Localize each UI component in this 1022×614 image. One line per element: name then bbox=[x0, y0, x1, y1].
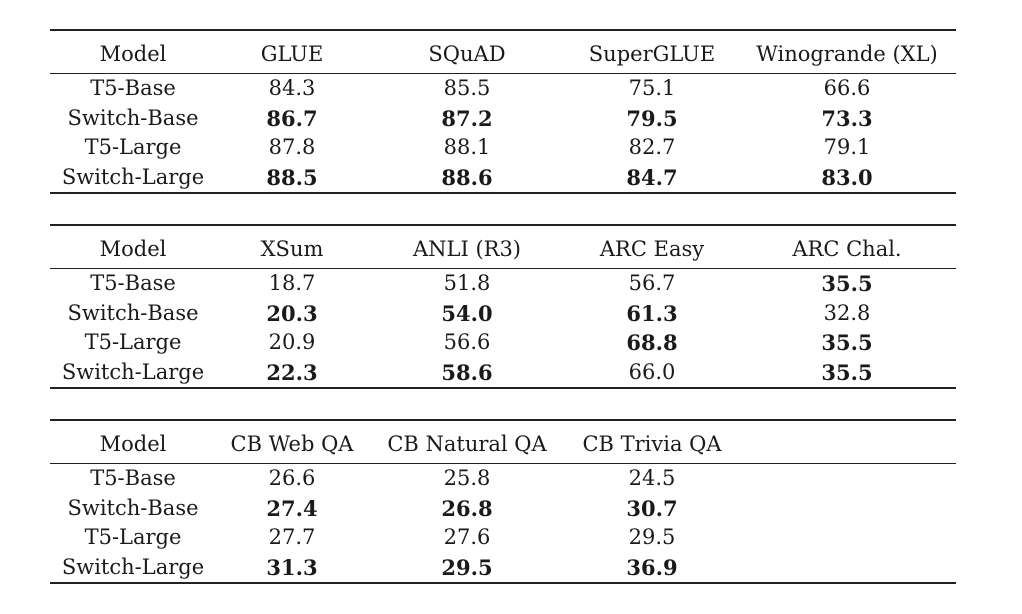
score-cell bbox=[738, 523, 956, 553]
score-cell: 85.5 bbox=[443, 76, 491, 100]
score-cell: 68.8 bbox=[626, 330, 678, 355]
table-row: Switch-Large 88.5 88.6 84.7 83.0 bbox=[50, 163, 956, 193]
model-name: Switch-Large bbox=[61, 554, 205, 579]
column-header: CB Web QA bbox=[230, 432, 354, 456]
model-name: T5-Base bbox=[90, 271, 176, 295]
header-row: Model XSum ANLI (R3) ARC Easy ARC Chal. bbox=[50, 225, 956, 269]
score-cell: 61.3 bbox=[626, 300, 678, 326]
score-cell: 79.1 bbox=[823, 135, 871, 159]
score-cell: 26.8 bbox=[441, 495, 493, 521]
table-row: Switch-Large 31.3 29.5 36.9 bbox=[50, 553, 956, 584]
results-tables: Model GLUE SQuAD SuperGLUE Winogrande (X… bbox=[50, 29, 956, 614]
table-row: T5-Large 27.7 27.6 29.5 bbox=[50, 523, 956, 553]
score-cell: 66.6 bbox=[823, 76, 871, 100]
score-cell: 35.5 bbox=[821, 330, 873, 355]
score-cell: 88.6 bbox=[441, 164, 493, 190]
column-header: ANLI (R3) bbox=[412, 237, 521, 261]
score-cell: 29.5 bbox=[628, 525, 676, 549]
score-cell: 31.3 bbox=[266, 554, 318, 580]
results-table-xsum: Model XSum ANLI (R3) ARC Easy ARC Chal. … bbox=[50, 224, 956, 389]
score-cell: 30.7 bbox=[626, 495, 678, 521]
column-header-model: Model bbox=[99, 237, 167, 261]
score-cell: 82.7 bbox=[628, 135, 676, 159]
model-name: T5-Base bbox=[90, 76, 176, 100]
score-cell: 58.6 bbox=[441, 359, 493, 385]
score-cell bbox=[738, 553, 956, 584]
score-cell: 56.6 bbox=[443, 330, 491, 354]
table-row: T5-Large 20.9 56.6 68.8 35.5 bbox=[50, 328, 956, 358]
table-row: Switch-Large 22.3 58.6 66.0 35.5 bbox=[50, 358, 956, 388]
header-row: Model GLUE SQuAD SuperGLUE Winogrande (X… bbox=[50, 30, 956, 74]
score-cell: 32.8 bbox=[823, 300, 871, 325]
column-header bbox=[738, 420, 956, 464]
score-cell bbox=[738, 464, 956, 494]
score-cell: 27.4 bbox=[266, 495, 318, 521]
table-row: Switch-Base 86.7 87.2 79.5 73.3 bbox=[50, 104, 956, 134]
model-name: T5-Base bbox=[90, 466, 176, 490]
model-name: T5-Large bbox=[84, 330, 182, 354]
model-name: Switch-Base bbox=[67, 300, 199, 325]
results-table-closed-book-qa: Model CB Web QA CB Natural QA CB Trivia … bbox=[50, 419, 956, 584]
model-name: Switch-Large bbox=[61, 164, 205, 189]
score-cell: 18.7 bbox=[268, 271, 316, 295]
score-cell: 83.0 bbox=[821, 164, 873, 190]
score-cell: 87.2 bbox=[441, 105, 493, 131]
column-header-model: Model bbox=[99, 432, 167, 456]
column-header: XSum bbox=[260, 237, 324, 261]
column-header: GLUE bbox=[260, 42, 324, 66]
score-cell: 26.6 bbox=[268, 466, 316, 490]
score-cell: 35.5 bbox=[821, 271, 873, 296]
score-cell bbox=[738, 494, 956, 524]
score-cell: 88.5 bbox=[266, 164, 318, 190]
score-cell: 22.3 bbox=[266, 359, 318, 385]
table-row: Switch-Base 20.3 54.0 61.3 32.8 bbox=[50, 299, 956, 329]
score-cell: 20.3 bbox=[266, 300, 318, 326]
score-cell: 27.7 bbox=[268, 525, 316, 549]
results-table-glue: Model GLUE SQuAD SuperGLUE Winogrande (X… bbox=[50, 29, 956, 194]
column-header: SuperGLUE bbox=[588, 42, 716, 66]
score-cell: 35.5 bbox=[821, 359, 873, 385]
score-cell: 36.9 bbox=[626, 554, 678, 580]
score-cell: 88.1 bbox=[443, 135, 491, 159]
column-header: CB Trivia QA bbox=[582, 432, 722, 456]
score-cell: 75.1 bbox=[628, 76, 676, 100]
table-row: T5-Base 26.6 25.8 24.5 bbox=[50, 464, 956, 494]
score-cell: 84.3 bbox=[268, 76, 316, 100]
table-row: T5-Base 84.3 85.5 75.1 66.6 bbox=[50, 74, 956, 104]
score-cell: 29.5 bbox=[441, 554, 493, 580]
score-cell: 56.7 bbox=[628, 271, 676, 295]
table-row: Switch-Base 27.4 26.8 30.7 bbox=[50, 494, 956, 524]
score-cell: 54.0 bbox=[441, 300, 493, 326]
score-cell: 51.8 bbox=[443, 271, 491, 295]
column-header-model: Model bbox=[99, 42, 167, 66]
score-cell: 25.8 bbox=[443, 466, 491, 490]
score-cell: 84.7 bbox=[626, 164, 678, 190]
column-header: Winogrande (XL) bbox=[756, 42, 938, 66]
table-row: T5-Base 18.7 51.8 56.7 35.5 bbox=[50, 269, 956, 299]
model-name: Switch-Large bbox=[61, 359, 205, 384]
column-header: SQuAD bbox=[428, 42, 506, 66]
table-row: T5-Large 87.8 88.1 82.7 79.1 bbox=[50, 133, 956, 163]
model-name: Switch-Base bbox=[67, 105, 199, 130]
score-cell: 86.7 bbox=[266, 105, 318, 131]
score-cell: 20.9 bbox=[268, 330, 316, 354]
model-name: T5-Large bbox=[84, 525, 182, 549]
column-header: ARC Easy bbox=[599, 237, 705, 261]
column-header: ARC Chal. bbox=[792, 237, 902, 261]
model-name: T5-Large bbox=[84, 135, 182, 159]
score-cell: 66.0 bbox=[628, 359, 676, 384]
score-cell: 73.3 bbox=[821, 105, 873, 131]
column-header: CB Natural QA bbox=[387, 432, 547, 456]
model-name: Switch-Base bbox=[67, 495, 199, 520]
score-cell: 24.5 bbox=[628, 466, 676, 490]
score-cell: 27.6 bbox=[443, 525, 491, 549]
header-row: Model CB Web QA CB Natural QA CB Trivia … bbox=[50, 420, 956, 464]
score-cell: 87.8 bbox=[268, 135, 316, 159]
score-cell: 79.5 bbox=[626, 105, 678, 131]
